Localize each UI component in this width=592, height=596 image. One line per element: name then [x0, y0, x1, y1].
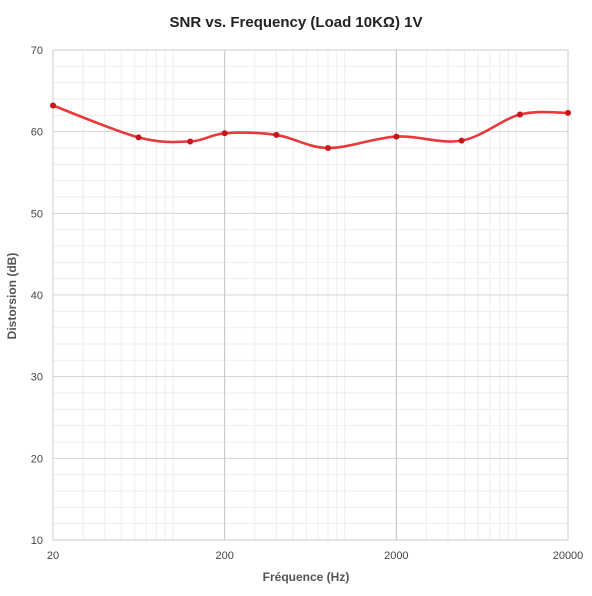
y-tick-label: 30 [31, 372, 43, 384]
data-point [221, 130, 228, 137]
x-tick-label: 20000 [553, 550, 584, 562]
data-point [325, 145, 332, 151]
data-point [458, 137, 465, 144]
chart-title: SNR vs. Frequency (Load 10KΩ) 1V [170, 14, 423, 31]
x-tick-label: 2000 [384, 550, 408, 562]
data-point [565, 109, 571, 116]
y-axis-ticks: 10 20 30 40 50 60 70 [31, 45, 43, 547]
series-points [50, 102, 571, 151]
major-gridlines [52, 49, 569, 541]
y-axis-label: Distorsion (dB) [5, 253, 19, 340]
plot-area [52, 49, 569, 541]
y-tick-label: 70 [31, 45, 43, 57]
data-point [516, 111, 523, 118]
y-tick-label: 50 [31, 208, 43, 220]
x-tick-label: 20 [47, 550, 59, 562]
x-axis-label: Fréquence (Hz) [263, 570, 350, 584]
y-tick-label: 60 [31, 127, 43, 139]
y-tick-label: 20 [31, 453, 43, 465]
data-point [273, 131, 280, 138]
y-tick-label: 40 [31, 290, 43, 302]
x-axis-ticks: 20 200 2000 20000 [47, 550, 583, 562]
data-point [50, 102, 56, 109]
y-tick-label: 10 [31, 535, 43, 547]
data-point [187, 138, 194, 145]
data-point [135, 134, 142, 141]
data-point [393, 133, 400, 140]
series-line [51, 104, 570, 150]
x-tick-label: 200 [215, 550, 233, 562]
